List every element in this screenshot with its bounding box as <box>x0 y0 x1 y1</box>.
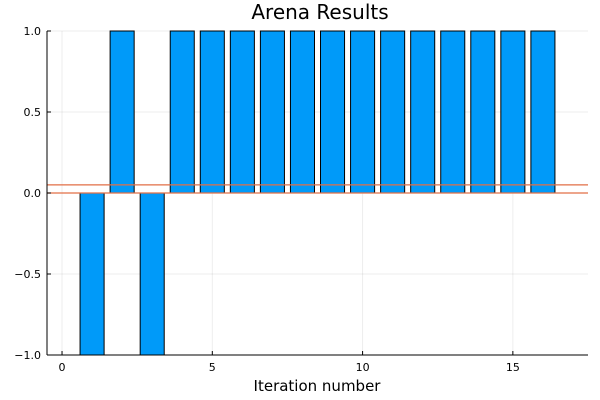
y-tick-label: 0.5 <box>24 106 42 119</box>
bar-iteration-16 <box>530 30 556 194</box>
reference-line-layer <box>47 184 588 194</box>
x-tick-label: 0 <box>59 361 66 374</box>
tick-layer: 0 5 10 15 −1.0 −0.5 0.0 0.5 1.0 <box>14 25 520 374</box>
bar-iteration-12 <box>410 30 436 194</box>
x-axis-label: Iteration number <box>254 377 382 395</box>
y-tick-label: 1.0 <box>24 25 42 38</box>
x-tick-label: 10 <box>356 361 370 374</box>
bar-iteration-14 <box>470 30 496 194</box>
bar-layer <box>79 30 556 356</box>
x-tick-label: 15 <box>506 361 520 374</box>
chart-title: Arena Results <box>251 0 388 24</box>
bar-iteration-9 <box>320 30 346 194</box>
y-tick-label: −1.0 <box>14 349 41 362</box>
bar-iteration-2 <box>109 30 135 194</box>
bar-iteration-13 <box>440 30 466 194</box>
bar-iteration-10 <box>350 30 376 194</box>
bar-iteration-11 <box>380 30 406 194</box>
bar-iteration-3 <box>139 192 165 356</box>
bar-iteration-5 <box>199 30 225 194</box>
bar-iteration-4 <box>169 30 195 194</box>
y-tick-label: 0.0 <box>24 187 42 200</box>
bar-iteration-1 <box>79 192 105 356</box>
bar-iteration-6 <box>229 30 255 194</box>
bar-iteration-8 <box>289 30 315 194</box>
y-tick-label: −0.5 <box>14 268 41 281</box>
x-tick-label: 5 <box>209 361 216 374</box>
bar-iteration-15 <box>500 30 526 194</box>
bar-iteration-7 <box>259 30 285 194</box>
